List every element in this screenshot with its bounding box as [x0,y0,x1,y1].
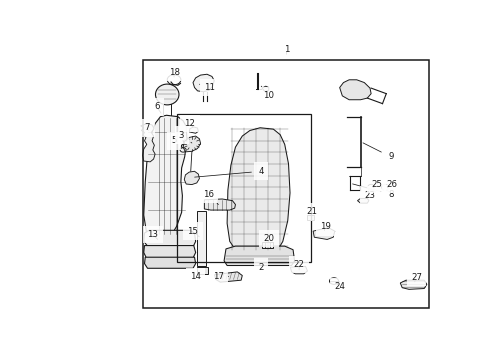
Text: 12: 12 [184,119,195,128]
Polygon shape [193,74,214,92]
Polygon shape [184,171,199,185]
Text: 4: 4 [194,167,264,177]
Polygon shape [290,266,307,274]
Text: 14: 14 [190,272,201,281]
Polygon shape [196,267,208,274]
Polygon shape [312,228,334,239]
Bar [176,114,310,262]
Text: 6: 6 [154,103,161,113]
Polygon shape [143,115,186,237]
Polygon shape [339,80,370,100]
Text: 15: 15 [187,227,199,237]
Text: 22: 22 [293,260,304,270]
Text: 17: 17 [212,272,228,281]
Polygon shape [189,127,198,133]
Text: 27: 27 [410,273,421,282]
Text: 16: 16 [202,190,218,204]
Text: 21: 21 [306,207,317,216]
Polygon shape [400,280,426,289]
Text: 11: 11 [199,83,215,92]
Polygon shape [183,136,200,152]
Polygon shape [141,123,155,162]
Text: 9: 9 [362,143,393,161]
Bar [142,60,428,308]
Text: 19: 19 [320,222,330,231]
Text: 20: 20 [263,234,274,243]
Polygon shape [306,215,314,220]
Text: 23: 23 [364,190,375,199]
Text: 26: 26 [386,180,396,189]
Polygon shape [214,272,242,282]
Polygon shape [204,199,235,210]
Text: 18: 18 [168,68,179,77]
Polygon shape [144,257,195,268]
Text: 10: 10 [261,86,274,100]
Polygon shape [262,86,268,92]
Text: 13: 13 [147,230,158,239]
Text: 2: 2 [258,262,264,272]
Text: 1: 1 [284,45,289,54]
Text: 7: 7 [144,123,150,132]
Polygon shape [262,242,273,248]
Polygon shape [143,230,195,247]
Polygon shape [196,211,205,266]
Polygon shape [357,198,368,203]
Ellipse shape [155,84,179,105]
Polygon shape [224,246,294,266]
Polygon shape [143,246,195,258]
Text: 8: 8 [352,184,393,199]
Polygon shape [226,128,289,254]
Text: 5: 5 [171,136,183,148]
Text: 24: 24 [333,282,345,291]
Text: 3: 3 [179,131,191,143]
Text: 25: 25 [370,180,381,189]
